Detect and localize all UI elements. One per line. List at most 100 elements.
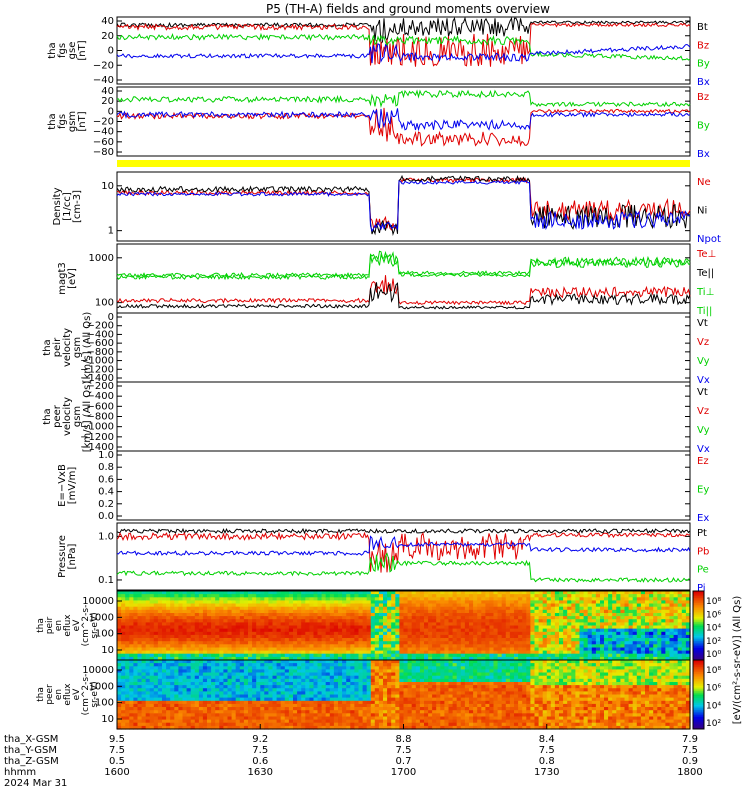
spectrogram-cell (338, 685, 343, 689)
spectrogram-cell (485, 634, 491, 639)
spectrogram-cell (149, 672, 155, 677)
spectrogram-cell (358, 685, 364, 689)
spectrogram-cell (653, 631, 658, 636)
spectrogram-cell (333, 703, 339, 708)
spectrogram-cell (554, 622, 560, 627)
spectrogram-cell (280, 678, 286, 683)
spectrogram-cell (497, 603, 503, 608)
spectrogram-cell (215, 707, 220, 711)
spectrogram-cell (338, 653, 343, 658)
spectrogram-cell (407, 653, 413, 658)
spectrogram-cell (395, 666, 400, 670)
spectrogram-cell (125, 688, 130, 692)
spectrogram-cell (374, 691, 380, 696)
spectrogram-cell (207, 622, 212, 627)
spectrogram-cell (223, 609, 229, 614)
spectrogram-cell (583, 656, 589, 661)
spectrogram-cell (211, 710, 216, 714)
spectrogram-cell (194, 650, 200, 655)
spectrogram-cell (677, 609, 683, 614)
spectrogram-cell (207, 669, 212, 674)
spectrogram-cell (321, 609, 327, 614)
spectrogram-cell (301, 647, 306, 652)
spectrogram-cell (129, 707, 134, 711)
spectrogram-cell (636, 606, 642, 611)
spectrogram-cell (665, 644, 671, 648)
spectrogram-cell (202, 660, 208, 664)
spectrogram-cell (542, 594, 548, 598)
spectrogram-cell (530, 613, 536, 617)
spectrogram-cell (350, 650, 355, 655)
spectrogram-cell (374, 697, 380, 702)
spectrogram-cell (260, 697, 265, 702)
spectrogram-cell (305, 669, 310, 674)
spectrogram-cell (190, 619, 196, 623)
spectrogram-cell (661, 613, 666, 617)
spectrogram-cell (338, 591, 343, 595)
spectrogram-cell (563, 597, 568, 601)
spectrogram-cell (333, 700, 339, 705)
spectrogram-cell (305, 700, 310, 705)
spectrogram-cell (125, 716, 130, 721)
spectrogram-cell (649, 644, 654, 648)
spectrogram-cell (616, 638, 621, 642)
spectrogram-cell (121, 656, 126, 661)
spectrogram-cell (182, 656, 188, 661)
spectrogram-cell (182, 603, 188, 608)
spectrogram-cell (186, 694, 192, 699)
spectrogram-cell (162, 660, 167, 664)
spectrogram-cell (235, 631, 241, 636)
spectrogram-cell (248, 703, 253, 708)
spectrogram-cell (256, 710, 261, 714)
spectrogram-cell (563, 603, 568, 608)
spectrogram-cell (395, 625, 400, 630)
spectrogram-cell (354, 606, 360, 611)
spectrogram-cell (297, 631, 302, 636)
spectrogram-cell (219, 700, 224, 705)
spectrogram-cell (432, 622, 437, 627)
series-line (116, 22, 691, 67)
spectrogram-cell (370, 666, 376, 670)
spectrogram-cell (403, 710, 409, 714)
spectrogram-cell (350, 647, 355, 652)
spectrogram-cell (219, 631, 224, 636)
spectrogram-cell (481, 628, 486, 633)
spectrogram-cell (338, 672, 343, 677)
spectrogram-cell (530, 597, 536, 601)
spectrogram-cell (452, 613, 458, 617)
spectrogram-cell (178, 685, 184, 689)
spectrogram-cell (149, 638, 155, 642)
spectrogram-cell (428, 613, 433, 617)
spectrogram-cell (284, 613, 290, 617)
spectrogram-cell (436, 622, 441, 627)
spectrogram-cell (260, 685, 265, 689)
spectrogram-cell (383, 710, 388, 714)
spectrogram-cell (125, 682, 130, 686)
spectrogram-cell (329, 600, 335, 605)
spectrogram-cell (673, 613, 679, 617)
spectrogram-cell (391, 669, 396, 674)
spectrogram-cell (117, 656, 122, 661)
spectrogram-cell (604, 650, 609, 655)
spectrogram-cell (121, 707, 126, 711)
spectrogram-cell (370, 650, 376, 655)
spectrogram-cell (256, 675, 261, 680)
spectrogram-cell (415, 616, 421, 620)
spectrogram-cell (403, 682, 409, 686)
spectrogram-cell (469, 600, 474, 605)
spectrogram-cell (612, 597, 617, 601)
spectrogram-cell (542, 653, 548, 658)
spectrogram-cell (268, 631, 274, 636)
spectrogram-cell (117, 606, 122, 611)
spectrogram-cell (231, 682, 237, 686)
spectrogram-cell (595, 603, 601, 608)
spectrogram-cell (149, 628, 155, 633)
spectrogram-cell (550, 656, 556, 661)
spectrogram-cell (645, 600, 650, 605)
spectrogram-cell (182, 660, 188, 664)
spectrogram-cell (424, 631, 429, 636)
spectrogram-cell (550, 613, 556, 617)
y-axis-label: gsm (72, 337, 83, 358)
spectrogram-cell (162, 609, 167, 614)
